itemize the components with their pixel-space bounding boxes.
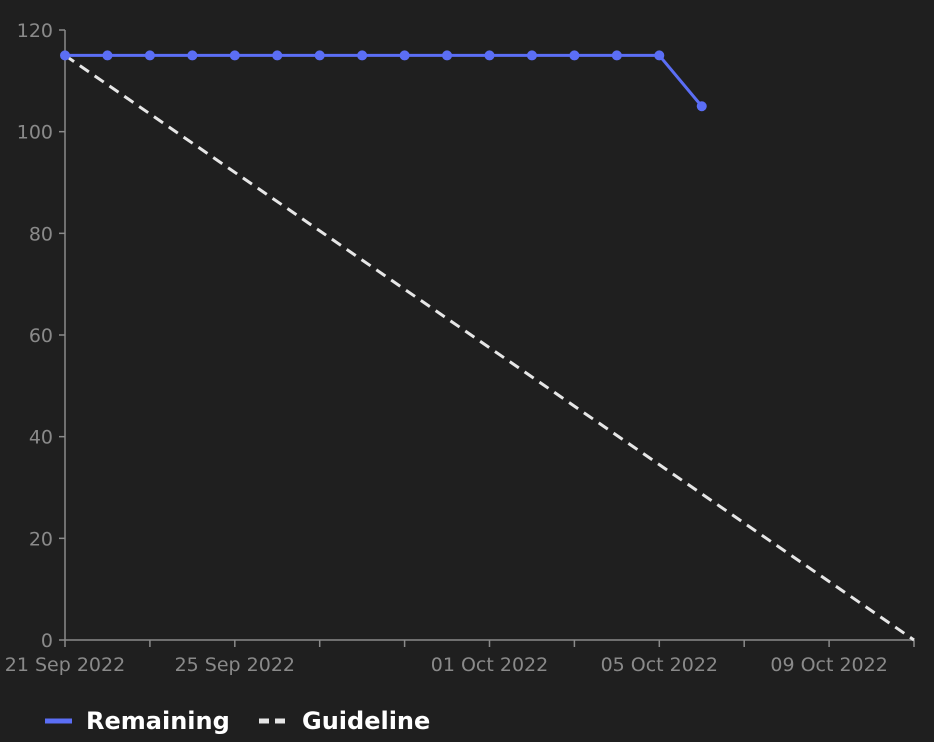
data-point-remaining[interactable]	[526, 50, 537, 61]
data-point-remaining[interactable]	[187, 50, 198, 61]
y-tick-label: 60	[29, 325, 53, 347]
x-tick-label: 01 Oct 2022	[431, 654, 548, 676]
data-point-remaining[interactable]	[569, 50, 580, 61]
y-axis-ticks: 0 20 40 60 80 100 120	[17, 20, 65, 652]
y-tick-label: 120	[17, 20, 53, 42]
data-point-remaining[interactable]	[102, 50, 113, 61]
data-point-remaining[interactable]	[229, 50, 240, 61]
y-tick-label: 80	[29, 223, 53, 245]
data-point-remaining[interactable]	[484, 50, 495, 61]
data-point-remaining[interactable]	[654, 50, 665, 61]
legend-label-guideline[interactable]: Guideline	[302, 707, 430, 735]
y-tick-label: 0	[41, 630, 53, 652]
series-line-remaining	[65, 53, 703, 108]
data-point-remaining[interactable]	[357, 50, 368, 61]
x-tick-label: 09 Oct 2022	[770, 654, 887, 676]
y-tick-label: 100	[17, 122, 53, 144]
data-point-remaining[interactable]	[399, 50, 410, 61]
data-point-remaining[interactable]	[144, 50, 155, 61]
y-tick-label: 20	[29, 528, 53, 550]
legend-label-remaining[interactable]: Remaining	[86, 707, 230, 735]
x-axis-ticks: 21 Sep 2022 25 Sep 2022 01 Oct 2022 05 Oct …	[5, 640, 915, 676]
x-tick-label: 21 Sep 2022	[5, 654, 125, 676]
y-tick-label: 40	[29, 427, 53, 449]
x-tick-label: 05 Oct 2022	[601, 654, 718, 676]
legend: Remaining Guideline	[45, 707, 430, 735]
data-point-remaining[interactable]	[696, 101, 707, 112]
x-tick-label: 25 Sep 2022	[175, 654, 295, 676]
series-layer	[60, 50, 915, 642]
data-point-remaining[interactable]	[611, 50, 622, 61]
series-line-guideline	[64, 54, 915, 642]
data-point-remaining[interactable]	[314, 50, 325, 61]
data-point-remaining[interactable]	[272, 50, 283, 61]
data-point-remaining[interactable]	[60, 50, 70, 61]
data-point-remaining[interactable]	[442, 50, 453, 61]
